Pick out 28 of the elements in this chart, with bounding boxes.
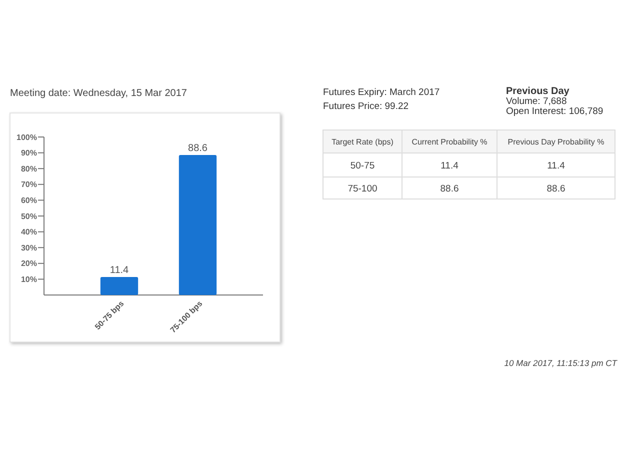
text: 50-75 — [350, 160, 375, 172]
y-tick-label: 80% — [20, 164, 37, 174]
y-tick-label: 60% — [20, 196, 37, 205]
text: 88.6 — [546, 183, 566, 194]
text: 10 Mar 2017, 11:15:13 pm CT — [504, 358, 618, 368]
y-tick-label: 70% — [20, 180, 37, 190]
y-tick-label: 90% — [20, 148, 37, 158]
y-tick-label: 20% — [20, 259, 37, 268]
y-tick-label: 100% — [16, 132, 37, 142]
text: 11.4 — [440, 160, 458, 172]
text: Futures Price: 99.22 — [323, 101, 409, 112]
y-tick-label: 10% — [20, 275, 37, 284]
text: Volume: 7,688 — [506, 96, 567, 107]
data-label: 11.4 — [110, 264, 130, 276]
text: Previous Day — [506, 86, 570, 97]
text: 88.6 — [440, 183, 459, 194]
y-tick-label: 50% — [20, 212, 37, 221]
y-tick-label: 40% — [20, 228, 37, 237]
text: Previous Day Probability % — [508, 137, 604, 146]
text: 75-100 — [348, 183, 378, 194]
data-label: 88.6 — [188, 143, 208, 154]
text: 11.4 — [547, 160, 565, 172]
text: Target Rate (bps) — [332, 137, 394, 146]
text: Futures Expiry: March 2017 — [323, 87, 440, 98]
text: Open Interest: 106,789 — [506, 106, 604, 117]
y-tick-label: 30% — [20, 243, 37, 252]
text: Current Probability % — [412, 137, 488, 146]
chart-title: Meeting date: Wednesday, 15 Mar 2017 — [10, 88, 188, 99]
